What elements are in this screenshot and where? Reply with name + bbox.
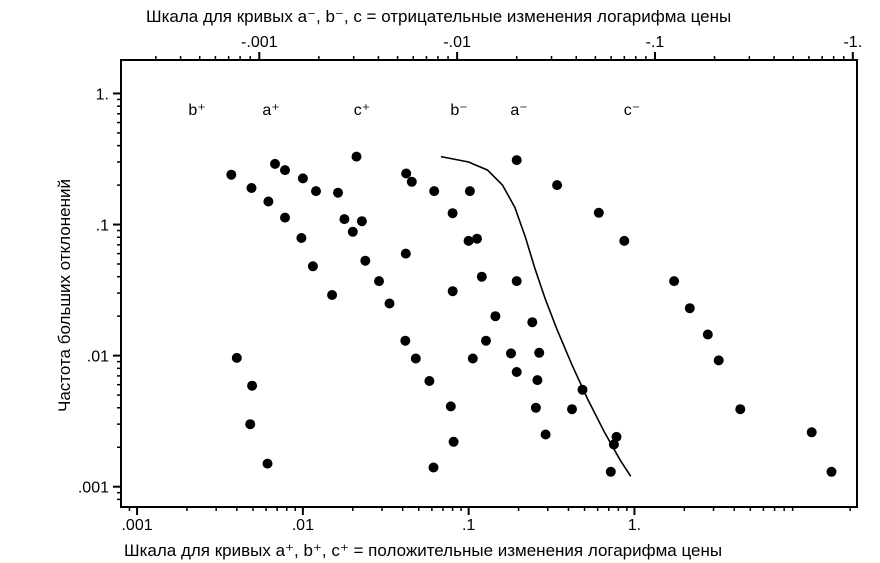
point-c-minus xyxy=(511,367,522,377)
point-a-minus xyxy=(467,353,478,364)
point-b-plus xyxy=(307,261,318,272)
left-tick-label: .01 xyxy=(87,349,109,366)
point-b-plus xyxy=(327,290,338,300)
series-label-c-minus: c⁻ xyxy=(624,102,640,119)
point-a-minus xyxy=(351,151,362,162)
bottom-tick-label: .1 xyxy=(462,517,475,534)
bottom-axis-ticks: .001 .01 .1 1. xyxy=(121,507,851,534)
point-a-plus xyxy=(374,276,384,287)
point-c-minus xyxy=(530,402,541,413)
point-c-minus xyxy=(527,317,538,328)
point-b-minus xyxy=(245,419,256,430)
point-a-plus xyxy=(400,335,411,346)
point-a-minus xyxy=(406,176,417,187)
point-c-minus xyxy=(619,235,630,246)
point-b-minus xyxy=(270,158,280,169)
point-b-minus xyxy=(262,458,273,469)
plot-frame xyxy=(120,59,858,508)
series-labels: b⁺ a⁺ c⁺ b⁻ a⁻ c⁻ xyxy=(188,102,640,119)
point-a-minus xyxy=(400,248,411,259)
point-b-minus xyxy=(231,352,242,363)
point-a-minus xyxy=(464,186,475,197)
point-c-minus xyxy=(577,384,588,395)
point-c-minus xyxy=(826,466,837,477)
top-tick-label: -.1 xyxy=(646,34,665,51)
top-tick-label: -.001 xyxy=(241,34,278,51)
bottom-tick-label: 1. xyxy=(628,517,641,534)
series-label-a-minus: a⁻ xyxy=(510,102,527,119)
point-c-minus xyxy=(552,180,563,191)
point-a-minus xyxy=(356,216,367,227)
point-c-minus xyxy=(702,329,713,340)
point-c-plus xyxy=(567,404,577,415)
point-c-plus xyxy=(401,168,412,179)
point-b-plus xyxy=(296,233,307,243)
point-a-plus xyxy=(384,298,395,309)
point-b-plus xyxy=(246,183,257,193)
point-c-minus xyxy=(684,303,695,314)
top-tick-label: -.01 xyxy=(443,34,471,51)
point-c-minus xyxy=(593,207,604,218)
point-c-plus xyxy=(476,271,487,282)
point-c-plus xyxy=(532,375,543,386)
point-c-minus xyxy=(481,335,491,346)
series-label-b-plus: b⁺ xyxy=(188,102,205,119)
left-tick-label: .1 xyxy=(96,218,109,235)
point-c-plus xyxy=(463,235,474,246)
point-a-plus xyxy=(424,376,435,386)
series-label-a-plus: a⁺ xyxy=(262,102,279,119)
point-c-plus xyxy=(447,208,458,219)
point-b-plus xyxy=(280,212,290,223)
point-c-minus xyxy=(511,276,522,287)
top-tick-label: -1. xyxy=(843,34,862,51)
point-c-minus xyxy=(608,439,619,450)
left-tick-label: 1. xyxy=(96,86,109,103)
point-a-plus xyxy=(311,186,321,197)
point-c-plus xyxy=(506,348,516,359)
point-a-plus xyxy=(360,255,371,266)
point-a-plus xyxy=(280,165,290,176)
point-a-plus xyxy=(445,401,456,412)
point-c-minus xyxy=(511,155,522,166)
top-axis-ticks: -.001 -.01 -.1 -1. xyxy=(155,34,862,60)
point-a-plus xyxy=(347,226,358,237)
y-axis-label: Частота больших отклонений xyxy=(55,179,74,412)
bottom-axis-label: Шкала для кривых a⁺, b⁺, c⁺ = положитель… xyxy=(124,541,722,560)
reference-curve xyxy=(440,155,632,477)
bottom-tick-label: .001 xyxy=(121,517,152,534)
left-tick-label: .001 xyxy=(78,480,109,497)
point-c-minus xyxy=(534,347,545,358)
top-axis-label: Шкала для кривых a⁻, b⁻, c = отрицательн… xyxy=(146,7,731,26)
point-a-minus xyxy=(428,462,439,473)
point-c-plus xyxy=(605,466,616,477)
point-b-plus xyxy=(263,196,274,207)
point-c-minus xyxy=(806,427,817,438)
point-c-plus xyxy=(429,186,440,197)
point-b-plus xyxy=(226,169,237,180)
point-b-minus xyxy=(247,380,258,391)
point-a-minus xyxy=(448,436,459,447)
point-a-minus xyxy=(447,286,458,297)
point-a-minus xyxy=(333,187,343,198)
bottom-tick-label: .01 xyxy=(292,517,314,534)
point-c-minus xyxy=(472,233,482,244)
point-a-plus xyxy=(297,173,308,184)
point-c-minus xyxy=(669,276,680,287)
point-c-minus xyxy=(540,429,551,440)
point-c-minus xyxy=(735,404,746,415)
series-label-c-plus: c⁺ xyxy=(354,102,370,119)
curve-line xyxy=(440,155,632,477)
point-a-plus xyxy=(339,214,350,225)
point-c-minus xyxy=(713,355,724,366)
data-points xyxy=(226,151,837,477)
point-c-plus xyxy=(611,431,622,442)
series-label-b-minus: b⁻ xyxy=(450,102,467,119)
point-a-plus xyxy=(410,353,421,364)
point-c-plus xyxy=(490,311,501,322)
left-axis-ticks: 1. .1 .01 .001 xyxy=(78,86,121,501)
